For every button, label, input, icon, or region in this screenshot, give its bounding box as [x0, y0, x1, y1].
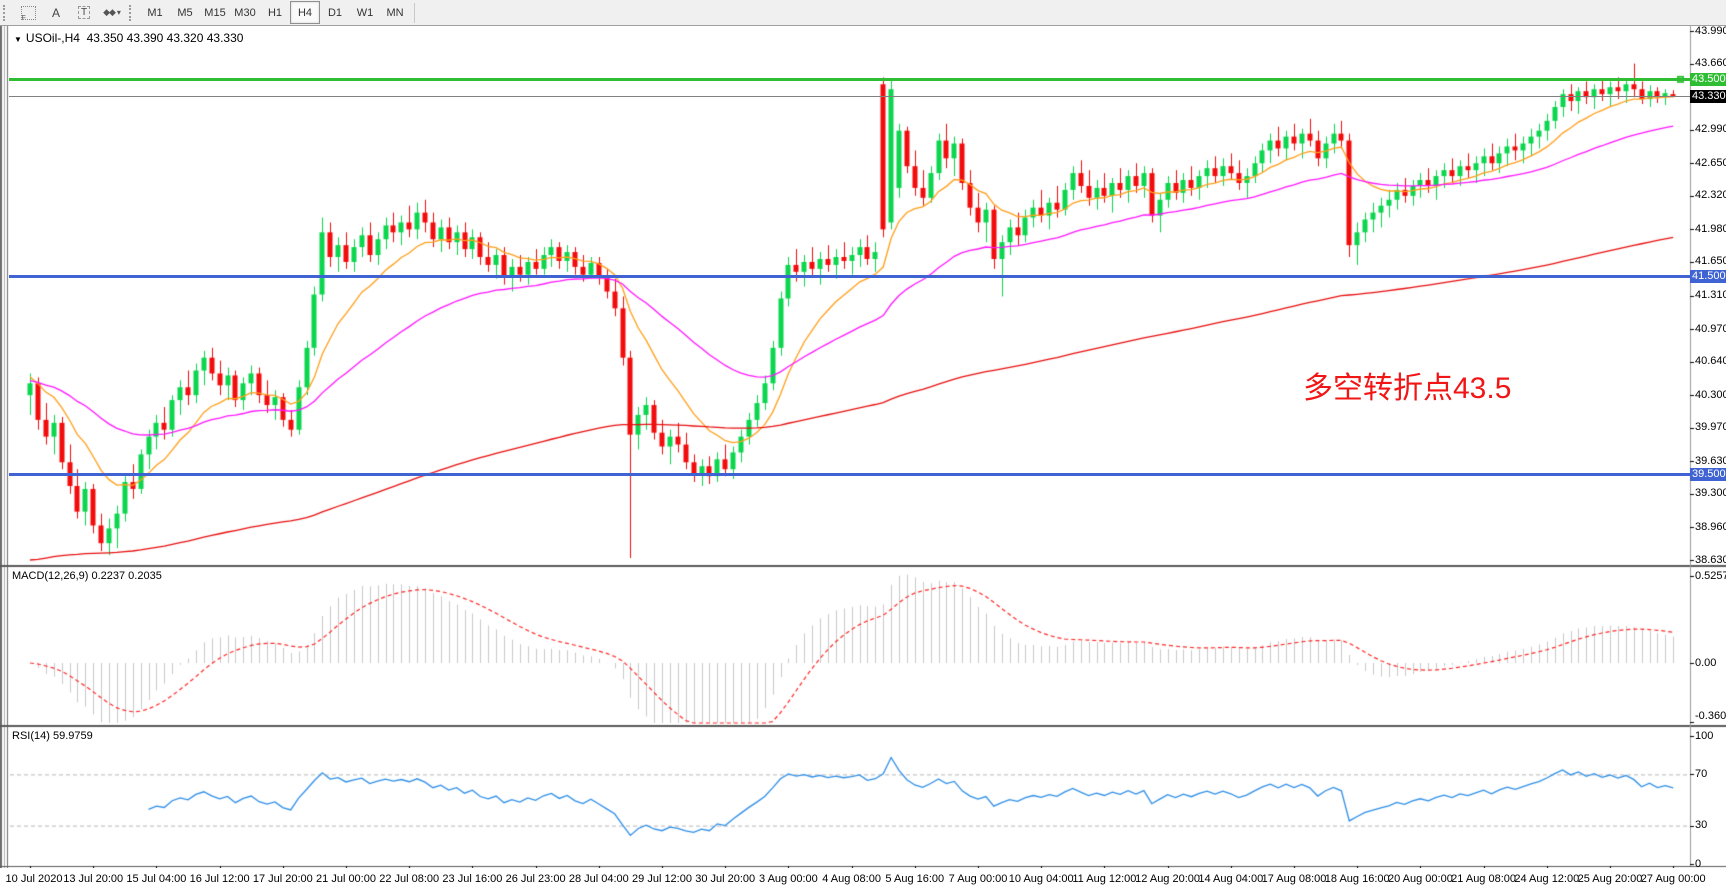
- time-axis-label: 30 Jul 20:00: [695, 873, 756, 885]
- price-axis-label: 40.640: [1695, 355, 1726, 368]
- timeframe-button-M1[interactable]: M1: [147, 6, 163, 19]
- price-axis-label: 41.310: [1695, 289, 1726, 301]
- level-badge-41.500: 41.500: [1690, 270, 1726, 284]
- price-axis-label: 42.650: [1695, 156, 1726, 169]
- time-axis-label: 13 Jul 20:00: [63, 873, 124, 885]
- price-axis-label: 41.980: [1695, 222, 1726, 235]
- time-axis-label: 25 Aug 20:00: [1577, 873, 1643, 885]
- symbol-dropdown-icon[interactable]: ▼: [14, 35, 22, 44]
- time-axis-label: 4 Aug 08:00: [822, 873, 881, 885]
- timeframe-button-MN[interactable]: MN: [386, 6, 404, 19]
- chevron-down-icon: ▾: [116, 8, 121, 17]
- time-axis-label: 26 Jul 23:00: [505, 873, 566, 885]
- timeframe-drag-handle[interactable]: [129, 4, 136, 21]
- time-axis-label: 12 Aug 20:00: [1135, 873, 1201, 885]
- level-badge-43.500: 43.500: [1690, 72, 1726, 86]
- time-axis[interactable]: [0, 868, 1726, 892]
- time-axis-label: 10 Jul 2020: [5, 873, 63, 885]
- shapes-glyph: ◆◆: [103, 7, 116, 17]
- rsi-axis-label: 70: [1695, 767, 1708, 780]
- price-axis-label: 38.630: [1695, 553, 1726, 566]
- macd-axis-label: -0.3603: [1695, 709, 1726, 722]
- timeframe-button-W1[interactable]: W1: [356, 6, 374, 19]
- rsi-axis-label: 30: [1695, 819, 1708, 832]
- symbol-name: USOil-,H4: [25, 31, 80, 45]
- time-axis-label: 21 Jul 00:00: [316, 873, 376, 885]
- price-axis-label: 41.650: [1695, 255, 1726, 268]
- time-axis-label: 11 Aug 12:00: [1072, 873, 1137, 885]
- price-axis-label: 42.990: [1695, 123, 1726, 136]
- time-axis-label: 27 Aug 00:00: [1640, 873, 1706, 885]
- price-axis-label: 43.660: [1695, 57, 1726, 70]
- time-axis-label: 24 Aug 12:00: [1514, 873, 1580, 885]
- text-annotation-icon[interactable]: A: [43, 2, 69, 24]
- price-axis-label: 40.970: [1695, 322, 1726, 335]
- price-axis-label: 40.300: [1695, 388, 1726, 401]
- timeframe-button-H4[interactable]: H4: [290, 1, 320, 24]
- time-axis-label: 23 Jul 16:00: [442, 873, 503, 885]
- time-axis-label: 15 Jul 04:00: [126, 873, 187, 885]
- template-grid-icon[interactable]: F: [15, 2, 41, 24]
- macd-indicator-label: MACD(12,26,9) 0.2237 0.2035: [12, 570, 162, 582]
- time-axis-label: 18 Aug 16:00: [1324, 873, 1390, 885]
- rsi-axis-label: 0: [1695, 857, 1702, 870]
- price-axis-label: 42.320: [1695, 189, 1726, 202]
- time-axis-label: 28 Jul 04:00: [568, 873, 629, 885]
- macd-axis-label: 0.00: [1695, 656, 1717, 669]
- timeframe-button-M30[interactable]: M30: [234, 6, 256, 19]
- current-price-line: [9, 96, 1690, 98]
- time-axis-label: 16 Jul 12:00: [189, 873, 250, 885]
- ohlc-readout: 43.350 43.390 43.320 43.330: [86, 31, 244, 45]
- text-label-icon[interactable]: T: [71, 2, 97, 24]
- time-axis-label: 17 Jul 20:00: [252, 873, 313, 885]
- timeframe-button-H1[interactable]: H1: [267, 6, 283, 19]
- current-price-badge: 43.330: [1690, 89, 1726, 103]
- shapes-menu-icon[interactable]: ◆◆ ▾: [99, 2, 125, 24]
- price-axis-label: 39.630: [1695, 454, 1726, 467]
- time-axis-label: 5 Aug 16:00: [885, 873, 945, 885]
- toolbar-separator: [414, 2, 415, 23]
- price-axis-label: 43.990: [1695, 24, 1726, 37]
- timeframe-button-M15[interactable]: M15: [204, 6, 226, 19]
- level-line-43.500[interactable]: [9, 77, 1690, 81]
- text-annotation-glyph: A: [51, 5, 60, 20]
- macd-axis-label: 0.5257: [1695, 569, 1726, 582]
- time-axis-label: 7 Aug 00:00: [948, 873, 1008, 885]
- time-axis-label: 22 Jul 08:00: [379, 873, 440, 885]
- chart-text-annotation[interactable]: 多空转折点43.5: [1303, 372, 1512, 405]
- time-axis-label: 10 Aug 04:00: [1008, 873, 1074, 885]
- timeframe-group: M1 M5 M15 M30 H1 H4 D1 W1 MN: [140, 1, 410, 24]
- rsi-indicator-label: RSI(14) 59.9759: [12, 730, 93, 742]
- time-axis-label: 17 Aug 08:00: [1261, 873, 1327, 885]
- symbol-title: ▼ USOil-,H4 43.350 43.390 43.320 43.330: [14, 31, 243, 45]
- template-grid-glyph: F: [20, 5, 36, 22]
- timeframe-button-M5[interactable]: M5: [177, 6, 193, 19]
- price-axis-label: 39.300: [1695, 487, 1726, 500]
- time-axis-label: 3 Aug 00:00: [759, 873, 818, 885]
- toolbar-drag-handle[interactable]: [3, 4, 10, 21]
- timeframe-button-D1[interactable]: D1: [327, 6, 343, 19]
- text-label-glyph: T: [77, 6, 91, 19]
- time-axis-label: 29 Jul 12:00: [632, 873, 692, 885]
- time-axis-label: 21 Aug 08:00: [1451, 873, 1517, 885]
- level-line-41.500[interactable]: [9, 275, 1690, 279]
- level-line-39.500[interactable]: [9, 472, 1690, 476]
- toolbar: F A T ◆◆ ▾ M1 M5 M15 M30 H1 H4 D1 W1 MN: [0, 0, 1726, 26]
- price-axis-label: 39.970: [1695, 421, 1726, 434]
- level-badge-39.500: 39.500: [1690, 467, 1726, 481]
- rsi-axis-label: 100: [1695, 729, 1714, 742]
- time-axis-label: 14 Aug 04:00: [1198, 873, 1264, 885]
- price-axis-label: 38.960: [1695, 520, 1726, 533]
- time-axis-label: 20 Aug 00:00: [1387, 873, 1453, 885]
